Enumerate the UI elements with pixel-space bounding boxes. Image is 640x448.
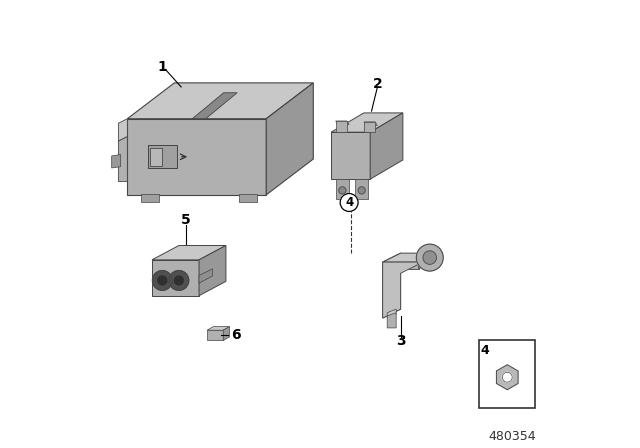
Polygon shape	[332, 132, 370, 179]
Polygon shape	[355, 179, 369, 199]
Polygon shape	[223, 327, 230, 340]
Text: 1: 1	[157, 60, 167, 74]
Polygon shape	[152, 246, 226, 260]
Circle shape	[340, 194, 358, 211]
Bar	[147, 145, 177, 168]
Polygon shape	[383, 262, 419, 318]
Polygon shape	[332, 113, 403, 132]
Text: 3: 3	[396, 334, 406, 349]
Bar	[141, 194, 159, 202]
Circle shape	[152, 271, 172, 290]
Polygon shape	[266, 83, 314, 195]
Bar	[150, 148, 163, 166]
Polygon shape	[335, 179, 349, 199]
Text: 2: 2	[372, 77, 382, 91]
Polygon shape	[335, 121, 349, 125]
Polygon shape	[199, 246, 226, 296]
Polygon shape	[192, 93, 237, 119]
Polygon shape	[111, 155, 120, 168]
Polygon shape	[387, 313, 396, 328]
Polygon shape	[118, 137, 127, 181]
Circle shape	[169, 271, 189, 290]
Polygon shape	[383, 262, 419, 269]
Polygon shape	[383, 253, 436, 262]
Circle shape	[502, 372, 512, 382]
Circle shape	[417, 244, 443, 271]
Text: 5: 5	[180, 213, 191, 228]
Polygon shape	[335, 121, 347, 132]
Text: 480354: 480354	[489, 430, 536, 444]
Polygon shape	[152, 260, 199, 296]
Polygon shape	[199, 269, 212, 283]
Bar	[479, 340, 535, 408]
Polygon shape	[207, 330, 223, 340]
Bar	[239, 194, 257, 202]
Polygon shape	[370, 113, 403, 179]
Polygon shape	[387, 309, 396, 318]
Text: 6: 6	[231, 328, 241, 342]
Circle shape	[358, 187, 365, 194]
Polygon shape	[419, 253, 436, 269]
Text: 4: 4	[481, 344, 489, 357]
Polygon shape	[364, 122, 375, 132]
Polygon shape	[497, 365, 518, 390]
Polygon shape	[118, 119, 127, 141]
Circle shape	[158, 276, 167, 285]
Text: 4: 4	[345, 196, 353, 209]
Circle shape	[174, 276, 183, 285]
Polygon shape	[364, 122, 378, 125]
Polygon shape	[127, 119, 266, 195]
Circle shape	[339, 187, 346, 194]
Polygon shape	[383, 253, 401, 318]
Circle shape	[423, 251, 436, 264]
Polygon shape	[207, 327, 230, 330]
Polygon shape	[127, 83, 314, 119]
